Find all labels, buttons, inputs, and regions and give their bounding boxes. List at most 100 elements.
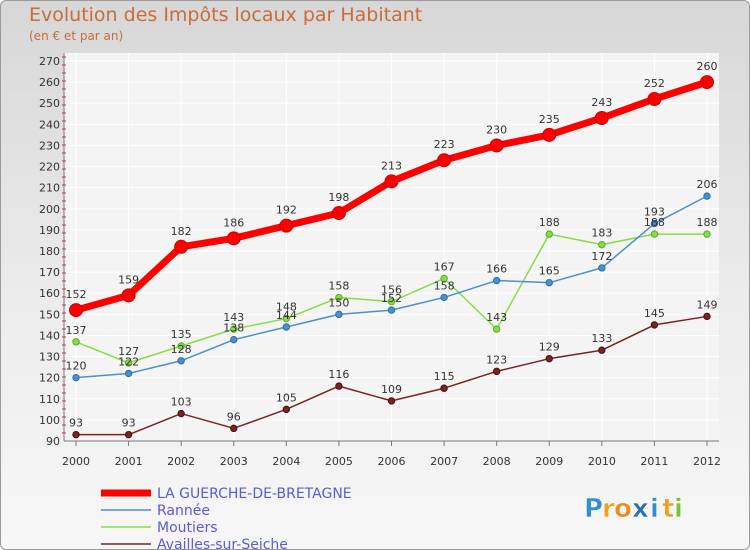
y-tick-label: 110 xyxy=(39,393,60,406)
data-label: 143 xyxy=(486,311,507,324)
data-label: 230 xyxy=(486,123,507,136)
data-label: 120 xyxy=(66,360,87,373)
x-tick-label: 2005 xyxy=(325,455,353,468)
x-tick-label: 2011 xyxy=(640,455,668,468)
data-label: 128 xyxy=(171,343,192,356)
data-point xyxy=(124,430,133,439)
y-tick-label: 190 xyxy=(39,224,60,237)
data-label: 188 xyxy=(539,216,560,229)
x-tick-label: 2006 xyxy=(378,455,406,468)
data-point xyxy=(230,335,238,344)
brand-letter: o xyxy=(614,494,632,524)
data-label: 252 xyxy=(644,77,665,90)
data-point xyxy=(72,338,80,346)
data-label: 206 xyxy=(697,178,718,191)
data-label: 144 xyxy=(276,309,297,322)
data-point xyxy=(492,276,501,285)
data-label: 137 xyxy=(66,324,87,337)
data-label: 198 xyxy=(328,191,349,204)
data-point xyxy=(545,230,553,238)
data-point xyxy=(545,354,553,363)
data-point xyxy=(598,240,606,249)
data-point xyxy=(279,218,294,233)
x-tick-label: 2003 xyxy=(220,455,248,468)
data-point xyxy=(335,382,343,390)
series-2 xyxy=(72,230,711,367)
y-tick-label: 220 xyxy=(39,161,60,174)
brand-letter: x xyxy=(632,494,649,524)
y-tick-label: 100 xyxy=(39,414,60,427)
data-label: 109 xyxy=(381,383,402,396)
proxiti-logo: Pr o x i t i xyxy=(584,494,684,525)
data-label: 167 xyxy=(434,260,455,273)
data-point xyxy=(440,274,448,283)
legend-label: Rannée xyxy=(157,503,210,519)
data-label: 148 xyxy=(276,301,297,314)
data-label: 172 xyxy=(591,250,612,263)
data-label: 103 xyxy=(171,396,192,409)
data-point xyxy=(598,264,606,272)
data-label: 143 xyxy=(223,311,244,324)
y-tick-label: 260 xyxy=(39,76,60,89)
x-tick-label: 2012 xyxy=(693,455,721,468)
data-point xyxy=(489,138,504,153)
data-point xyxy=(72,430,80,439)
data-point xyxy=(230,325,238,333)
data-point xyxy=(124,369,133,378)
legend-label: LA GUERCHE-DE-BRETAGNE xyxy=(157,486,352,502)
data-point xyxy=(282,323,291,331)
data-label: 135 xyxy=(171,328,192,341)
chart-title: Evolution des Impôts locaux par Habitant xyxy=(29,4,423,26)
data-point xyxy=(594,111,609,125)
data-label: 186 xyxy=(223,216,244,229)
legend-label: Availles-sur-Seiche xyxy=(157,537,288,550)
data-label: 133 xyxy=(591,332,612,345)
data-point xyxy=(703,230,711,238)
data-point xyxy=(331,206,346,220)
data-point xyxy=(440,293,448,302)
data-label: 152 xyxy=(66,288,87,301)
data-point xyxy=(387,297,396,306)
data-point xyxy=(177,409,185,418)
brand-letter: P xyxy=(584,494,603,524)
y-tick-label: 90 xyxy=(46,435,60,448)
y-tick-label: 120 xyxy=(39,372,60,385)
data-point xyxy=(174,239,189,254)
data-label: 145 xyxy=(644,307,665,320)
y-tick-label: 230 xyxy=(39,139,60,152)
data-point xyxy=(177,342,185,350)
x-tick-label: 2002 xyxy=(167,455,195,468)
data-label: 93 xyxy=(122,417,136,430)
brand-letter: i xyxy=(650,494,659,524)
x-tick-label: 2001 xyxy=(115,455,143,468)
data-point xyxy=(124,359,133,367)
brand-letter: t xyxy=(662,494,674,524)
data-label: 260 xyxy=(697,60,718,73)
brand-letter: i xyxy=(674,494,683,524)
data-point xyxy=(335,310,343,319)
data-point xyxy=(282,314,291,323)
data-label: 182 xyxy=(171,225,192,238)
data-point xyxy=(492,325,501,333)
data-label: 149 xyxy=(697,298,718,311)
data-point xyxy=(226,231,241,246)
data-point xyxy=(384,174,399,189)
data-point xyxy=(282,405,291,414)
y-tick-label: 270 xyxy=(39,55,60,68)
data-point xyxy=(598,346,606,354)
y-tick-label: 150 xyxy=(39,308,60,321)
data-point xyxy=(703,312,711,321)
y-tick-label: 130 xyxy=(39,351,60,364)
data-point xyxy=(647,92,662,106)
y-tick-label: 250 xyxy=(39,97,60,110)
x-tick-label: 2009 xyxy=(535,455,563,468)
data-label: 192 xyxy=(276,204,297,217)
x-tick-label: 2007 xyxy=(430,455,458,468)
data-label: 193 xyxy=(644,206,665,219)
data-point xyxy=(72,373,80,382)
series-0 xyxy=(69,75,714,318)
data-label: 158 xyxy=(328,279,349,292)
data-label: 152 xyxy=(381,292,402,305)
